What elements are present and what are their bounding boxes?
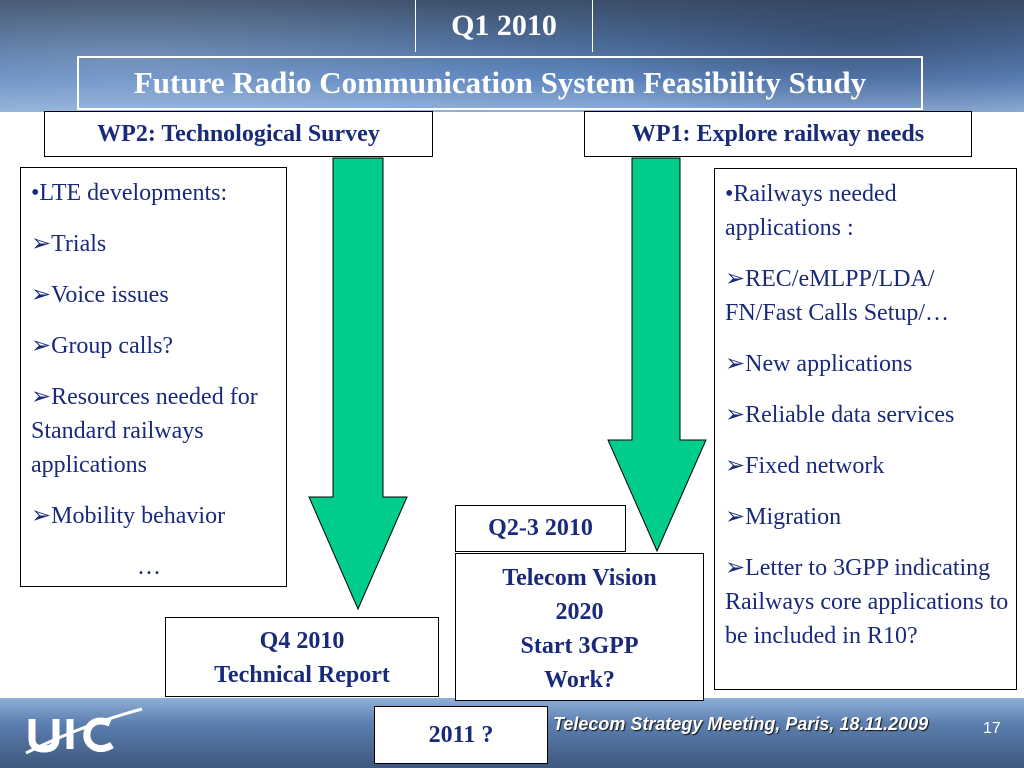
q4-report-box: Q4 2010 Technical Report — [165, 617, 439, 697]
wp1-item: ➢New applications — [725, 351, 913, 377]
vision-line: Telecom Vision — [502, 565, 657, 591]
vision-box: Telecom Vision 2020 Start 3GPP Work? — [455, 553, 704, 701]
wp1-item: •Railways needed applications : — [725, 181, 897, 241]
q4-deliverable: Technical Report — [214, 662, 390, 688]
wp1-down-arrow — [607, 157, 707, 553]
wp2-ellipsis: … — [137, 554, 161, 580]
wp1-item: ➢Reliable data services — [725, 402, 955, 428]
wp2-down-arrow — [308, 157, 408, 611]
q4-period: Q4 2010 — [259, 628, 345, 654]
wp2-item: ➢Voice issues — [31, 282, 169, 308]
wp1-item: ➢REC/eMLPP/LDA/ FN/Fast Calls Setup/… — [725, 266, 950, 326]
wp2-item: ➢Group calls? — [31, 333, 174, 359]
vision-line: 2020 — [555, 599, 604, 625]
page-number: 17 — [983, 720, 1001, 737]
year-2011-box: 2011 ? — [374, 706, 548, 764]
vision-line: Start 3GPP — [520, 633, 639, 659]
q23-box: Q2-3 2010 — [455, 505, 626, 552]
wp2-label: WP2: Technological Survey — [44, 111, 433, 157]
wp2-item: ➢Resources needed for Standard railways … — [31, 384, 258, 478]
wp2-panel: •LTE developments: ➢Trials ➢Voice issues… — [20, 167, 287, 587]
wp1-item: ➢Migration — [725, 504, 842, 530]
wp1-item: ➢Fixed network — [725, 453, 885, 479]
wp2-item: •LTE developments: — [31, 180, 228, 206]
wp2-item: ➢Trials — [31, 231, 107, 257]
meeting-footer: Telecom Strategy Meeting, Paris, 18.11.2… — [553, 714, 929, 734]
slide-title: Future Radio Communication System Feasib… — [77, 56, 923, 110]
wp1-panel: •Railways needed applications : ➢REC/eML… — [714, 168, 1017, 690]
uic-logo — [22, 705, 152, 762]
wp1-label: WP1: Explore railway needs — [584, 111, 972, 157]
wp2-item: ➢Mobility behavior — [31, 503, 226, 529]
period-label: Q1 2010 — [415, 0, 593, 52]
wp1-item: ➢Letter to 3GPP indicating Railways core… — [725, 555, 1009, 649]
vision-line: Work? — [544, 667, 615, 693]
